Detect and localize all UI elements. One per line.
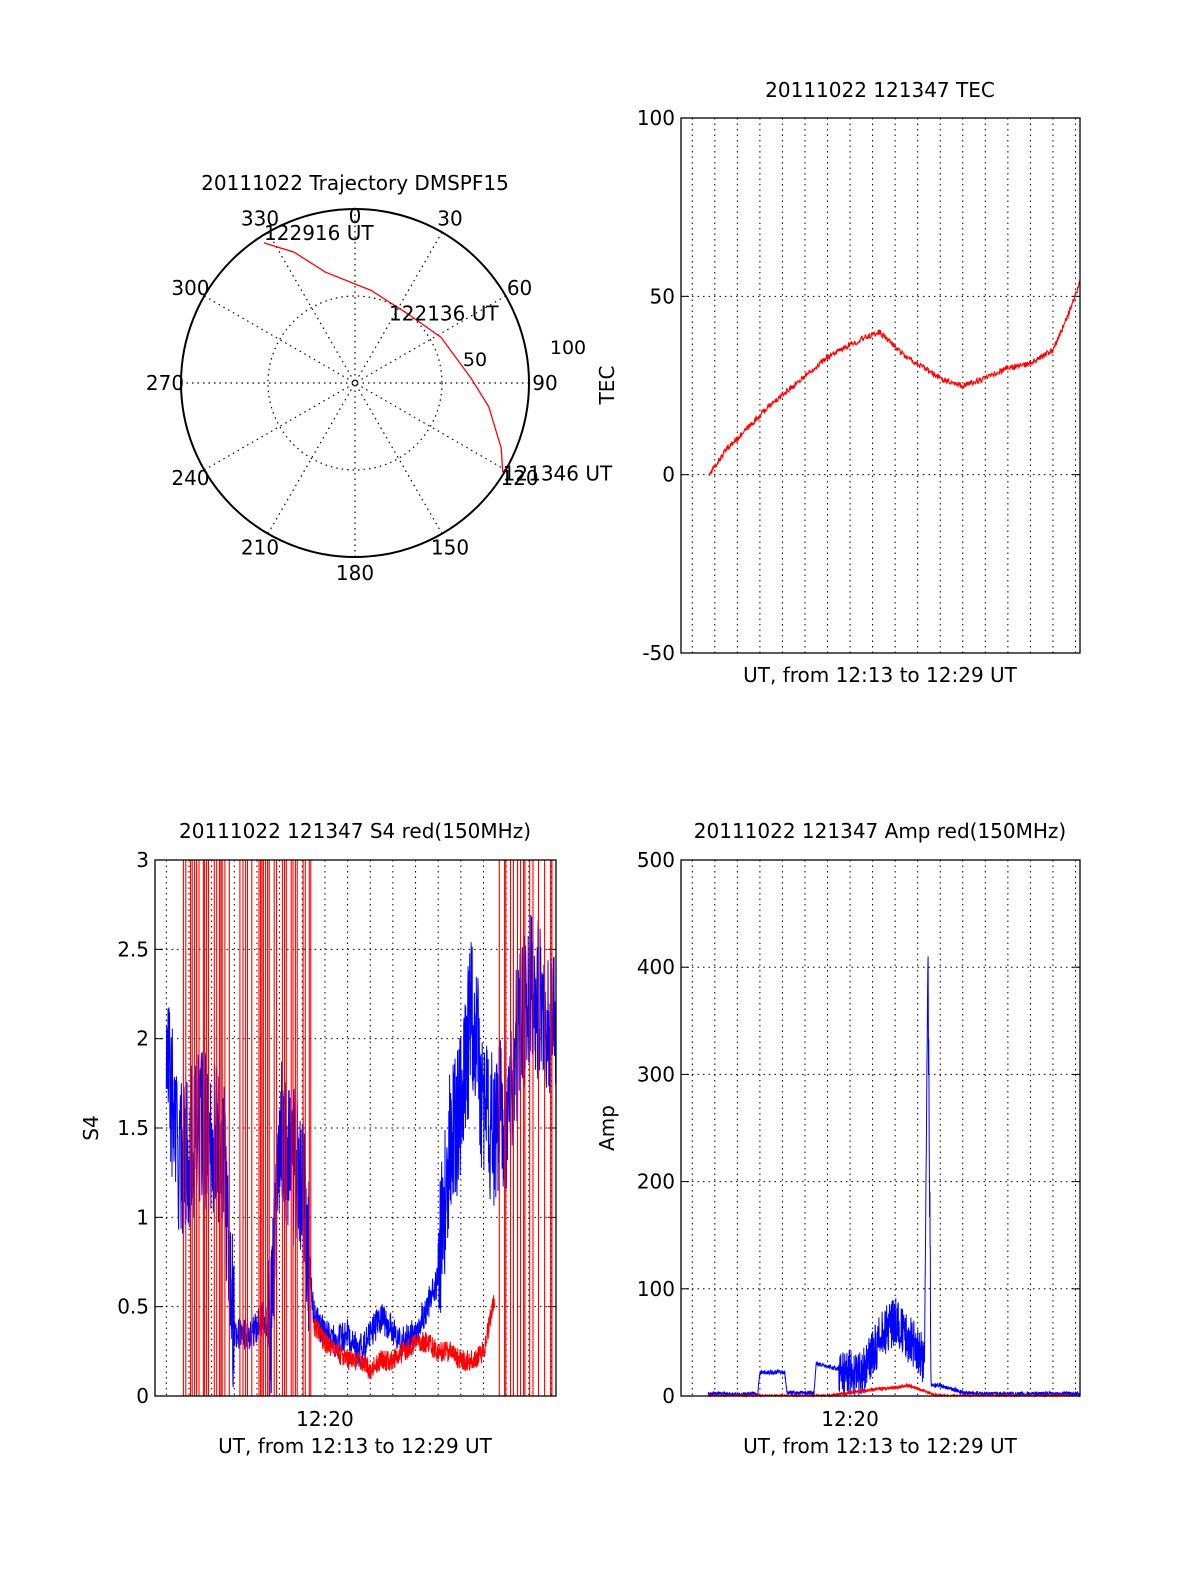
trajectory-line xyxy=(263,242,504,472)
s4-xlabel: UT, from 12:13 to 12:29 UT xyxy=(218,1434,493,1458)
polar-angle-tick-label: 240 xyxy=(171,466,209,490)
tec-xlabel: UT, from 12:13 to 12:29 UT xyxy=(743,663,1018,687)
polar-angle-tick-label: 0 xyxy=(349,204,362,228)
plot-frame xyxy=(680,117,1081,654)
tec-ylabel: TEC xyxy=(595,366,619,406)
polar-angle-tick-label: 180 xyxy=(336,561,374,585)
y-tick-label: 200 xyxy=(637,1170,675,1194)
plot-frame xyxy=(154,859,557,1397)
polar-angle-tick-label: 300 xyxy=(171,276,209,300)
polar-angle-tick-label: 150 xyxy=(431,536,469,560)
y-tick-label: 2.5 xyxy=(117,937,149,961)
polar-angle-tick-label: 30 xyxy=(437,206,462,230)
polar-angle-tick-label: 120 xyxy=(500,466,538,490)
amp-title: 20111022 121347 Amp red(150MHz) xyxy=(694,819,1066,843)
tec-chart: 20111022 121347 TEC UT, from 12:13 to 12… xyxy=(595,78,1081,687)
y-tick-label: 300 xyxy=(637,1062,675,1086)
y-tick-label: -50 xyxy=(642,641,675,665)
trajectory-annotation: 121346 UT xyxy=(503,462,613,486)
y-tick-label: 1.5 xyxy=(117,1116,149,1140)
y-tick-label: 0 xyxy=(136,1384,149,1408)
tec-title: 20111022 121347 TEC xyxy=(765,78,995,102)
x-tick-label: 12:20 xyxy=(821,1407,879,1431)
series-line-red xyxy=(313,1295,496,1380)
polar-grid-circle xyxy=(267,295,443,471)
y-tick-label: 500 xyxy=(637,848,675,872)
series-line-red xyxy=(709,280,1081,476)
s4-chart: 20111022 121347 S4 red(150MHz) UT, from … xyxy=(79,819,557,1458)
polar-radius-tick-label: 100 xyxy=(550,337,586,359)
polar-outer-circle xyxy=(180,208,530,558)
trajectory-annotation: 122136 UT xyxy=(389,301,499,325)
y-tick-label: 50 xyxy=(650,284,675,308)
polar-angle-tick-label: 330 xyxy=(241,206,279,230)
polar-angle-tick-label: 90 xyxy=(532,371,557,395)
y-tick-label: 0.5 xyxy=(117,1295,149,1319)
amp-xlabel: UT, from 12:13 to 12:29 UT xyxy=(743,1434,1018,1458)
y-tick-label: 100 xyxy=(637,106,675,130)
amp-ylabel: Amp xyxy=(595,1105,619,1151)
plot-frame xyxy=(680,859,1081,1397)
s4-title: 20111022 121347 S4 red(150MHz) xyxy=(179,819,531,843)
polar-radius-tick-label: 50 xyxy=(463,349,487,371)
y-tick-label: 100 xyxy=(637,1277,675,1301)
polar-grid-spoke xyxy=(267,232,443,534)
trajectory-title: 20111022 Trajectory DMSPF15 xyxy=(201,171,509,195)
polar-grid-spoke xyxy=(267,232,443,534)
x-tick-label: 12:20 xyxy=(296,1407,354,1431)
polar-angle-tick-label: 210 xyxy=(241,536,279,560)
series-line-blue xyxy=(165,915,557,1397)
y-tick-label: 0 xyxy=(662,1384,675,1408)
trajectory-annotation: 122916 UT xyxy=(264,221,374,245)
y-tick-label: 0 xyxy=(662,463,675,487)
y-tick-label: 2 xyxy=(136,1027,149,1051)
trajectory-polar-chart: 20111022 Trajectory DMSPF15 0 30 60 90 120 15… xyxy=(146,171,613,585)
amp-chart: 20111022 121347 Amp red(150MHz) UT, from… xyxy=(595,819,1081,1458)
y-tick-label: 1 xyxy=(136,1205,149,1229)
s4-ylabel: S4 xyxy=(79,1115,103,1140)
series-line-blue xyxy=(707,956,1081,1398)
y-tick-label: 400 xyxy=(637,955,675,979)
y-tick-label: 3 xyxy=(136,848,149,872)
polar-angle-tick-label: 270 xyxy=(146,371,184,395)
polar-angle-tick-label: 60 xyxy=(507,276,532,300)
